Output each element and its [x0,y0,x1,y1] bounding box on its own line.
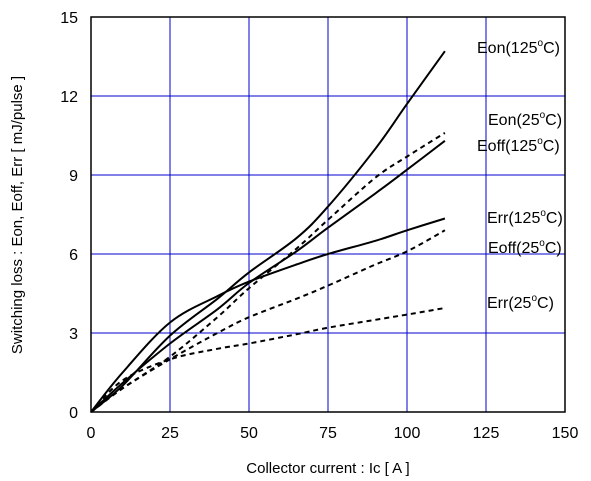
series-label: Eon(25oC) [488,110,562,129]
series-label: Eoff(125oC) [477,136,560,155]
y-tick-label: 15 [60,10,78,27]
y-tick-label: 6 [69,247,78,264]
x-tick-label: 50 [240,425,258,442]
x-tick-label: 100 [394,425,421,442]
series-labels: Eon(125oC) Eoff(125oC) Err(125oC) Eon(25oC)… [477,38,563,312]
series-line-eoff-125-c [90,140,446,413]
x-tick-label: 75 [319,425,337,442]
x-tick-label: 25 [161,425,179,442]
x-tick-label: 125 [473,425,500,442]
series-line-eoff-25-c [90,229,446,413]
grid [91,17,565,412]
x-tick-label: 150 [552,425,579,442]
series-label: Err(125oC) [487,208,563,227]
series-line-err-25-c [90,307,446,413]
y-tick-label: 3 [69,326,78,343]
series-label: Err(25oC) [487,293,554,312]
y-tick-label: 0 [69,405,78,422]
y-tick-label: 12 [60,89,78,106]
series-label: Eon(125oC) [477,38,560,57]
y-tick-label: 9 [69,168,78,185]
series-line-eon-125-c [90,50,446,413]
y-axis-title: Switching loss : Eon, Eoff, Err [ mJ/pul… [9,76,26,354]
tick-labels: 0 25 50 75 100 125 150 0 3 6 9 12 15 [60,10,578,442]
series-group [90,50,446,413]
series-line-err-125-c [90,217,446,413]
plot-frame [90,16,566,413]
x-axis-title: Collector current : Ic [ A ] [246,460,409,477]
series-label: Eoff(25oC) [488,238,562,257]
x-tick-label: 0 [87,425,96,442]
